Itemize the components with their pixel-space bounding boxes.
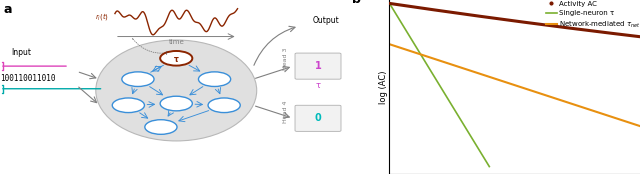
Text: Output: Output xyxy=(312,16,339,25)
Text: i: i xyxy=(166,51,168,56)
Text: a: a xyxy=(4,3,12,16)
Circle shape xyxy=(122,72,154,86)
FancyBboxPatch shape xyxy=(295,53,341,79)
Y-axis label: log (AC): log (AC) xyxy=(379,70,388,104)
Legend: Activity AC, Single-neuron τ, Network-mediated $\tau_{net}$: Activity AC, Single-neuron τ, Network-me… xyxy=(545,0,640,30)
Circle shape xyxy=(160,51,193,66)
Text: time: time xyxy=(168,39,184,45)
Ellipse shape xyxy=(96,40,257,141)
Text: 1: 1 xyxy=(315,61,321,71)
Text: Head 4: Head 4 xyxy=(283,100,288,123)
Text: b: b xyxy=(352,0,361,6)
Circle shape xyxy=(112,98,145,113)
Circle shape xyxy=(160,96,193,111)
Text: $r_i(t)$: $r_i(t)$ xyxy=(95,11,109,22)
Text: Head 3: Head 3 xyxy=(283,48,288,70)
Circle shape xyxy=(208,98,240,113)
Text: Input: Input xyxy=(12,48,31,57)
FancyArrowPatch shape xyxy=(132,39,173,53)
Text: τ: τ xyxy=(316,81,321,90)
Circle shape xyxy=(145,120,177,134)
Text: τ: τ xyxy=(174,55,179,64)
Text: 100110011010: 100110011010 xyxy=(0,74,56,83)
Circle shape xyxy=(198,72,230,86)
FancyBboxPatch shape xyxy=(295,105,341,131)
Text: 0: 0 xyxy=(315,113,321,123)
